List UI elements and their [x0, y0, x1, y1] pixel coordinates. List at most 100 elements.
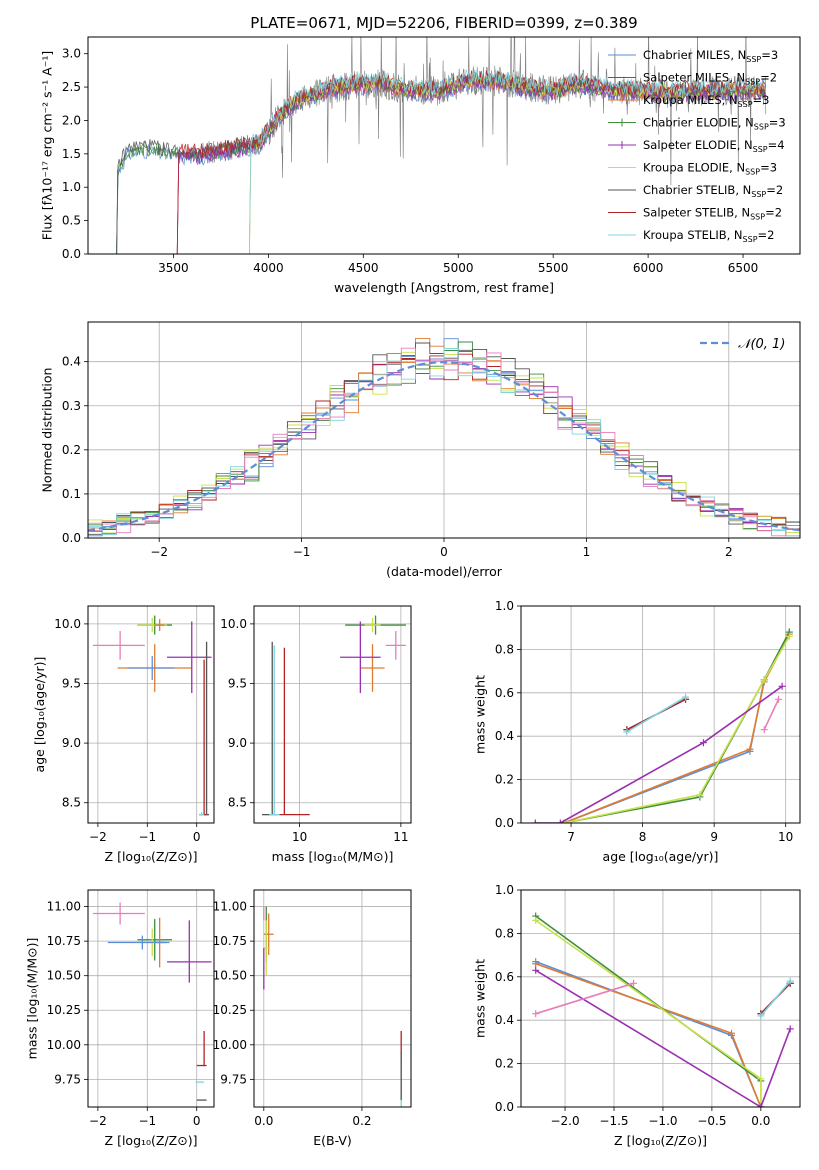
ytick-label: 0.6: [495, 686, 514, 700]
xtick-label: 5500: [538, 261, 569, 275]
errorbar-point-5: [167, 920, 212, 983]
ytick-label: 0.0: [495, 1100, 514, 1114]
weight-marker: [778, 682, 786, 690]
weight-marker: [682, 693, 690, 701]
errorbar-point-2: [263, 920, 269, 976]
ytick-label: 1.0: [495, 599, 514, 613]
legend-label: Salpeter MILES, NSSP=2: [643, 71, 777, 87]
xtick-label: 1: [583, 545, 591, 559]
weight-line-1: [563, 633, 791, 823]
errorbar-point-4: [340, 621, 381, 694]
xtick-label: −0.5: [697, 1114, 726, 1128]
ytick-label: 10.75: [213, 934, 247, 948]
weight-marker: [532, 916, 540, 924]
errorbar-point-7: [269, 645, 280, 816]
legend-label: Salpeter STELIB, NSSP=2: [643, 206, 782, 222]
x-axis-label: Z [log₁₀(Z/Z⊙)]: [105, 849, 198, 864]
legend-label: Chabrier MILES, NSSP=3: [643, 48, 778, 64]
y-axis-label: Normed distribution: [40, 368, 55, 493]
xtick-label: 0: [193, 830, 201, 844]
axes-frame: [253, 605, 412, 824]
plot-area: [116, 37, 767, 254]
weight-line-5: [763, 698, 780, 731]
ytick-label: 0.8: [495, 926, 514, 940]
plot-area: [531, 628, 793, 823]
weight-marker: [760, 676, 768, 684]
weight-line-5: [535, 982, 634, 1015]
spectrum-legend: Chabrier MILES, NSSP=3 Salpeter MILES, NS…: [608, 48, 786, 244]
ytick-label: 10.00: [47, 1038, 81, 1052]
ytick-label: 10.0: [220, 617, 247, 631]
weight-marker: [727, 1029, 735, 1037]
plot-area: [88, 337, 800, 537]
ytick-label: 0.0: [62, 531, 81, 545]
ytick-label: 0.0: [62, 247, 81, 261]
errorbar-point-0: [92, 631, 145, 660]
errorbar-point-6: [279, 647, 310, 816]
errorbar-point-8: [199, 659, 207, 816]
axes-frame: [253, 889, 412, 1108]
plot-area: [262, 615, 406, 816]
xtick-label: −1: [138, 830, 156, 844]
ytick-label: 0.4: [495, 1013, 514, 1027]
errorbar-point-9: [199, 812, 205, 816]
xtick-label: 2: [725, 545, 733, 559]
axes-frame: [87, 889, 215, 1108]
xtick-label: 0.0: [751, 1114, 770, 1128]
ytick-label: 1.0: [62, 180, 81, 194]
ytick-label: 9.5: [62, 677, 81, 691]
xtick-label: 11: [393, 830, 408, 844]
chart-massweight_vs_age: 7 8 9 10 0.0 0.2 0.4 0.6 0.8 1.0 age [log₁₀(age/yr…: [473, 599, 801, 864]
axes-frame: [87, 36, 801, 255]
ytick-label: 0.8: [495, 642, 514, 656]
xtick-label: 0.2: [352, 1114, 371, 1128]
ytick-label: 0.6: [495, 970, 514, 984]
ytick-label: 0.3: [62, 399, 81, 413]
errorbar-point-5: [127, 656, 175, 680]
legend-label: Salpeter ELODIE, NSSP=4: [643, 138, 785, 154]
errorbar-point-2: [364, 617, 381, 633]
xtick-label: 4000: [253, 261, 284, 275]
weight-marker: [699, 739, 707, 747]
x-axis-label: wavelength [Angstrom, rest frame]: [334, 280, 554, 295]
ytick-label: 10.50: [47, 969, 81, 983]
plot-area: [92, 615, 212, 816]
ytick-label: 0.2: [495, 1057, 514, 1071]
weight-marker: [785, 632, 793, 640]
ytick-label: 1.5: [62, 147, 81, 161]
weight-marker: [532, 1010, 540, 1018]
ytick-label: 11.00: [213, 900, 247, 914]
ytick-label: 9.75: [54, 1072, 81, 1086]
y-axis-label: mass [log₁₀(M/M⊙)]: [25, 938, 40, 1060]
ytick-label: 9.75: [220, 1072, 247, 1086]
weight-marker: [775, 695, 783, 703]
plot-area: [532, 912, 794, 1107]
errorbar-point-3: [154, 619, 165, 632]
weight-marker: [532, 966, 540, 974]
y-axis-label: age [log₁₀(age/yr)]: [32, 657, 47, 773]
chart-age_vs_Z: −2 −1 0 8.5 9.0 9.5 10.0 Z [log₁₀(Z/Z⊙)] age [lo…: [32, 605, 215, 864]
xtick-label: −2: [89, 1114, 107, 1128]
figure-title: PLATE=0671, MJD=52206, FIBERID=0399, z=0…: [250, 14, 637, 32]
ytick-label: 0.4: [495, 729, 514, 743]
xtick-label: −1.0: [648, 1114, 677, 1128]
ytick-label: 0.2: [495, 773, 514, 787]
xtick-label: 8: [639, 830, 647, 844]
weight-line-4: [535, 685, 783, 823]
weight-line-0: [563, 631, 791, 823]
ytick-label: 0.4: [62, 355, 81, 369]
chart-massweight_vs_Z: −2.0 −1.5 −1.0 −0.5 0.0 0.0 0.2 0.4 0.6 0.8 1.0 Z […: [473, 883, 801, 1148]
axes-frame: [520, 605, 801, 824]
weight-line-3: [563, 635, 790, 823]
weight-marker: [623, 728, 631, 736]
ytick-label: 3.0: [62, 47, 81, 61]
ytick-label: 0.0: [495, 816, 514, 830]
x-axis-label: E(B-V): [313, 1133, 352, 1148]
errorbar-point-0: [385, 631, 406, 660]
errorbar-point-1: [137, 919, 172, 961]
ytick-label: 10.50: [213, 969, 247, 983]
xtick-label: 10: [292, 830, 307, 844]
x-axis-label: Z [log₁₀(Z/Z⊙)]: [105, 1133, 198, 1148]
ytick-label: 10.25: [47, 1003, 81, 1017]
errorbar-point-5: [262, 641, 278, 816]
